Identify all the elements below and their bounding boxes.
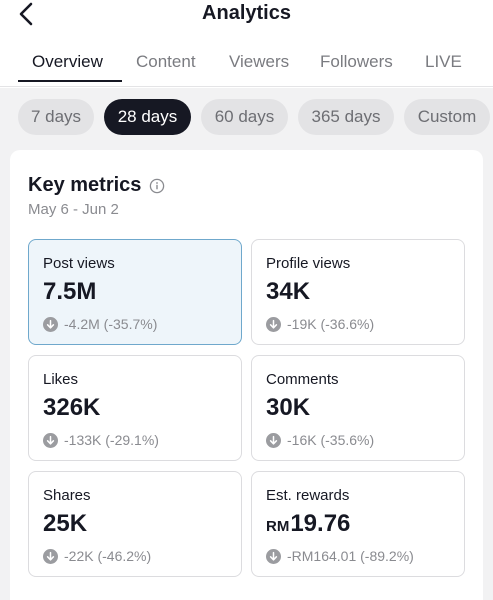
metric-change-text: -RM164.01 (-89.2%) <box>287 548 414 564</box>
metric-card-post-views[interactable]: Post views 7.5M -4.2M (-35.7%) <box>28 239 242 345</box>
arrow-down-circle-icon <box>43 548 58 564</box>
tab-viewers[interactable]: Viewers <box>229 52 290 71</box>
metric-value: 25K <box>43 510 87 538</box>
metric-card-comments[interactable]: Comments 30K -16K (-35.6%) <box>251 355 465 461</box>
metric-change: -133K (-29.1%) <box>43 432 159 448</box>
metric-label: Est. rewards <box>266 487 350 504</box>
arrow-down-circle-icon <box>266 432 281 448</box>
metric-change-text: -19K (-36.6%) <box>287 316 375 332</box>
metric-card-est-rewards[interactable]: Est. rewards RM 19.76 -RM164.01 (-89.2%) <box>251 471 465 577</box>
metric-change-text: -133K (-29.1%) <box>64 432 159 448</box>
metric-value: 326K <box>43 394 100 422</box>
back-button[interactable] <box>12 0 40 28</box>
period-chip-custom[interactable]: Custom <box>404 99 490 135</box>
chevron-left-icon <box>19 2 33 26</box>
metric-card-profile-views[interactable]: Profile views 34K -19K (-36.6%) <box>251 239 465 345</box>
arrow-down-circle-icon <box>43 316 58 332</box>
metric-value-number: 326K <box>43 394 101 421</box>
key-metrics-title: Key metrics <box>28 174 142 196</box>
metric-value-number: 19.76 <box>290 510 351 537</box>
metric-change: -19K (-36.6%) <box>266 316 374 332</box>
metric-value: 7.5M <box>43 278 96 306</box>
tab-bar: Overview Content Viewers Followers LIVE <box>0 44 493 84</box>
metric-value-number: 7.5M <box>43 278 97 305</box>
period-selector: 7 days 28 days 60 days 365 days Custom <box>0 99 493 135</box>
metric-change: -4.2M (-35.7%) <box>43 316 157 332</box>
active-tab-indicator <box>18 80 122 82</box>
tab-live[interactable]: LIVE <box>425 52 462 71</box>
metric-label: Shares <box>43 487 91 504</box>
metric-change: -22K (-46.2%) <box>43 548 151 564</box>
metric-card-likes[interactable]: Likes 326K -133K (-29.1%) <box>28 355 242 461</box>
tab-content[interactable]: Content <box>136 52 196 71</box>
metric-value: 34K <box>266 278 310 306</box>
metric-value: 30K <box>266 394 310 422</box>
metric-label: Profile views <box>266 255 351 272</box>
period-chip-28-days[interactable]: 28 days <box>104 99 191 135</box>
date-range: May 6 - Jun 2 <box>28 201 119 218</box>
tab-followers[interactable]: Followers <box>320 52 393 71</box>
arrow-down-circle-icon <box>266 316 281 332</box>
metric-label: Post views <box>43 255 115 272</box>
currency-prefix: RM <box>266 518 290 535</box>
tab-overview[interactable]: Overview <box>32 52 103 71</box>
key-metrics-card: Key metrics May 6 - Jun 2 Post views 7.5… <box>10 150 483 600</box>
metric-change-text: -16K (-35.6%) <box>287 432 375 448</box>
period-chip-7-days[interactable]: 7 days <box>18 99 94 135</box>
arrow-down-circle-icon <box>266 548 281 564</box>
metric-change-text: -22K (-46.2%) <box>64 548 152 564</box>
header: Analytics Overview Content Viewers Follo… <box>0 0 493 88</box>
metric-value-number: 34K <box>266 278 311 305</box>
page-title: Analytics <box>202 2 291 24</box>
metric-change: -16K (-35.6%) <box>266 432 374 448</box>
metric-value-number: 25K <box>43 510 88 537</box>
arrow-down-circle-icon <box>43 432 58 448</box>
metric-label: Likes <box>43 371 79 388</box>
metric-value: RM 19.76 <box>266 510 350 538</box>
period-chip-60-days[interactable]: 60 days <box>201 99 288 135</box>
header-divider <box>0 86 493 87</box>
metric-value-number: 30K <box>266 394 311 421</box>
key-metrics-heading: Key metrics <box>28 174 165 197</box>
metric-card-shares[interactable]: Shares 25K -22K (-46.2%) <box>28 471 242 577</box>
period-chip-365-days[interactable]: 365 days <box>298 99 394 135</box>
metric-label: Comments <box>266 371 339 388</box>
metric-change: -RM164.01 (-89.2%) <box>266 548 414 564</box>
info-icon[interactable] <box>149 178 165 194</box>
metric-change-text: -4.2M (-35.7%) <box>64 316 158 332</box>
